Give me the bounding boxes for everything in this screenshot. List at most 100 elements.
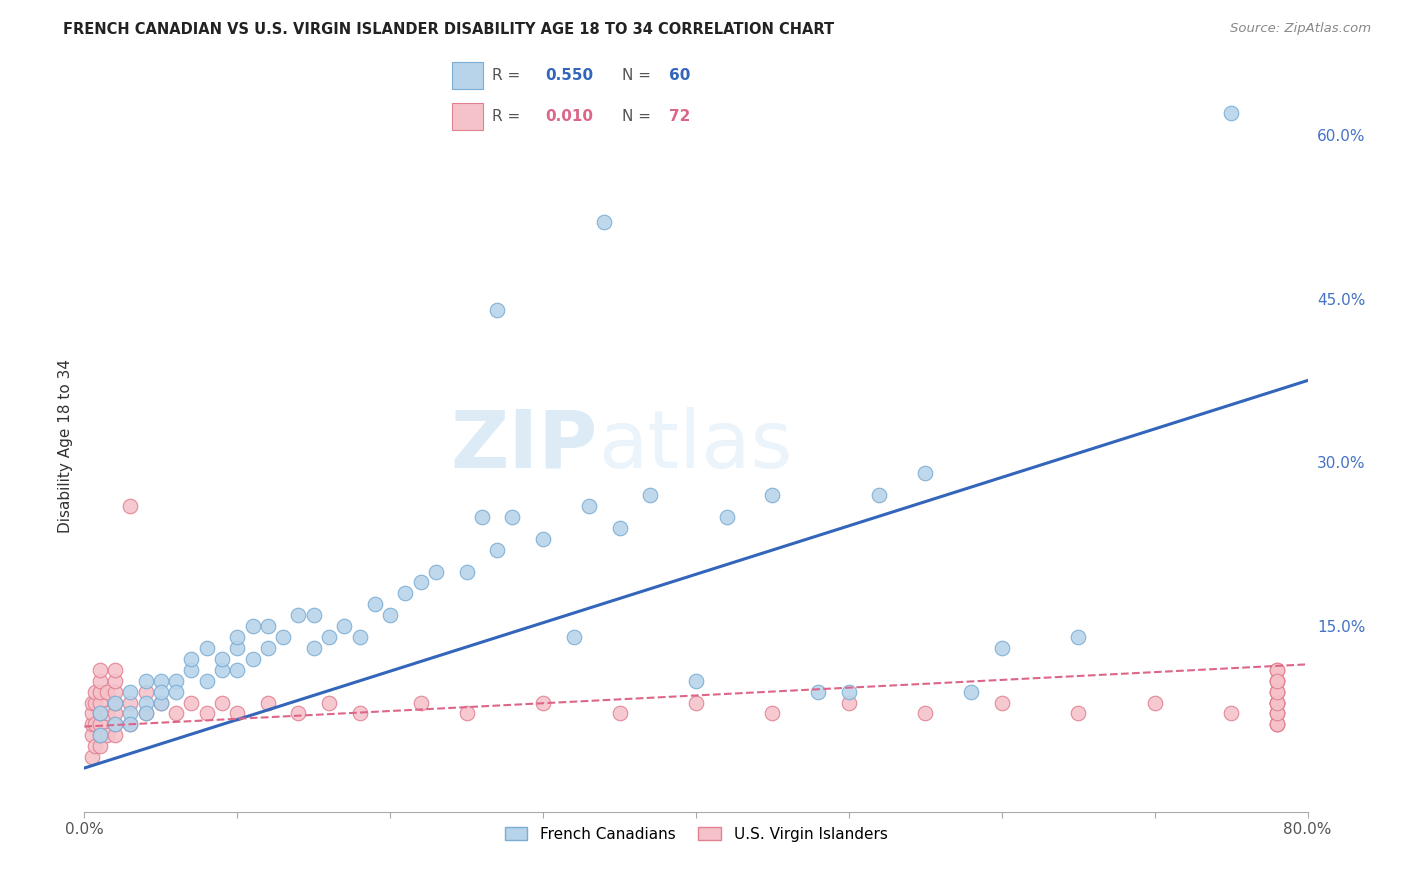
Point (104, 717, 127, 731)
Point (531, 532, 554, 546)
Point (1265, 684, 1288, 698)
Point (1265, 717, 1288, 731)
Point (807, 684, 830, 698)
Point (1143, 696, 1166, 710)
Point (120, 684, 142, 698)
Point (89, 739, 111, 754)
Point (318, 696, 340, 710)
Text: N =: N = (623, 109, 657, 124)
Point (638, 488, 661, 502)
Point (135, 684, 157, 698)
Point (991, 640, 1014, 655)
Point (1067, 706, 1090, 721)
Point (104, 696, 127, 710)
Point (287, 608, 309, 623)
Point (89, 673, 111, 688)
Point (593, 215, 616, 229)
Point (120, 499, 142, 513)
Legend: French Canadians, U.S. Virgin Islanders: French Canadians, U.S. Virgin Islanders (499, 821, 893, 848)
Point (195, 673, 218, 688)
Point (149, 696, 172, 710)
Point (1265, 717, 1288, 731)
Point (869, 488, 891, 502)
Point (89, 728, 111, 742)
Text: atlas: atlas (598, 407, 793, 485)
Point (685, 696, 707, 710)
Point (761, 488, 783, 502)
Point (471, 510, 494, 524)
Point (609, 521, 631, 535)
Point (257, 619, 280, 633)
Point (104, 663, 127, 677)
Point (120, 696, 142, 710)
Point (226, 630, 249, 644)
Point (380, 608, 402, 623)
Point (89, 696, 111, 710)
Point (302, 640, 325, 655)
Point (1220, 106, 1243, 120)
Bar (453, 103, 484, 130)
Point (89, 706, 111, 721)
Point (80, 706, 103, 721)
Point (180, 663, 202, 677)
Point (135, 673, 157, 688)
Point (318, 630, 340, 644)
Point (991, 696, 1014, 710)
Y-axis label: Disability Age 18 to 34: Disability Age 18 to 34 (58, 359, 73, 533)
Point (120, 706, 142, 721)
Point (96, 728, 118, 742)
Point (104, 684, 127, 698)
Point (960, 684, 983, 698)
Point (838, 684, 860, 698)
Point (531, 696, 554, 710)
Point (195, 706, 218, 721)
Point (1265, 706, 1288, 721)
Text: FRENCH CANADIAN VS U.S. VIRGIN ISLANDER DISABILITY AGE 18 TO 34 CORRELATION CHAR: FRENCH CANADIAN VS U.S. VIRGIN ISLANDER … (63, 22, 834, 37)
Point (1265, 673, 1288, 688)
Point (84, 684, 107, 698)
Point (1265, 696, 1288, 710)
Point (257, 640, 280, 655)
Point (271, 630, 294, 644)
Point (349, 630, 371, 644)
Point (486, 542, 509, 557)
Point (486, 302, 509, 317)
Point (394, 586, 416, 600)
Point (502, 510, 524, 524)
Point (226, 640, 249, 655)
Point (180, 696, 202, 710)
Point (149, 673, 172, 688)
Point (135, 706, 157, 721)
Point (211, 652, 233, 666)
Point (135, 696, 157, 710)
Point (914, 706, 936, 721)
Point (1067, 630, 1090, 644)
Point (96, 684, 118, 698)
Point (135, 706, 157, 721)
Point (120, 717, 142, 731)
Point (409, 696, 432, 710)
Point (104, 673, 127, 688)
Point (364, 597, 387, 611)
Point (1220, 706, 1243, 721)
Point (409, 575, 432, 590)
Point (89, 706, 111, 721)
Point (302, 608, 325, 623)
Text: N =: N = (623, 68, 657, 83)
Point (104, 706, 127, 721)
Text: Source: ZipAtlas.com: Source: ZipAtlas.com (1230, 22, 1371, 36)
Point (89, 717, 111, 731)
Point (226, 663, 249, 677)
Point (425, 565, 447, 579)
Point (456, 706, 478, 721)
Point (333, 619, 356, 633)
Point (242, 619, 264, 633)
Point (96, 706, 118, 721)
Text: R =: R = (492, 109, 526, 124)
Point (578, 499, 600, 513)
Point (1265, 696, 1288, 710)
Point (1265, 673, 1288, 688)
Point (195, 640, 218, 655)
Point (104, 728, 127, 742)
Point (1265, 663, 1288, 677)
